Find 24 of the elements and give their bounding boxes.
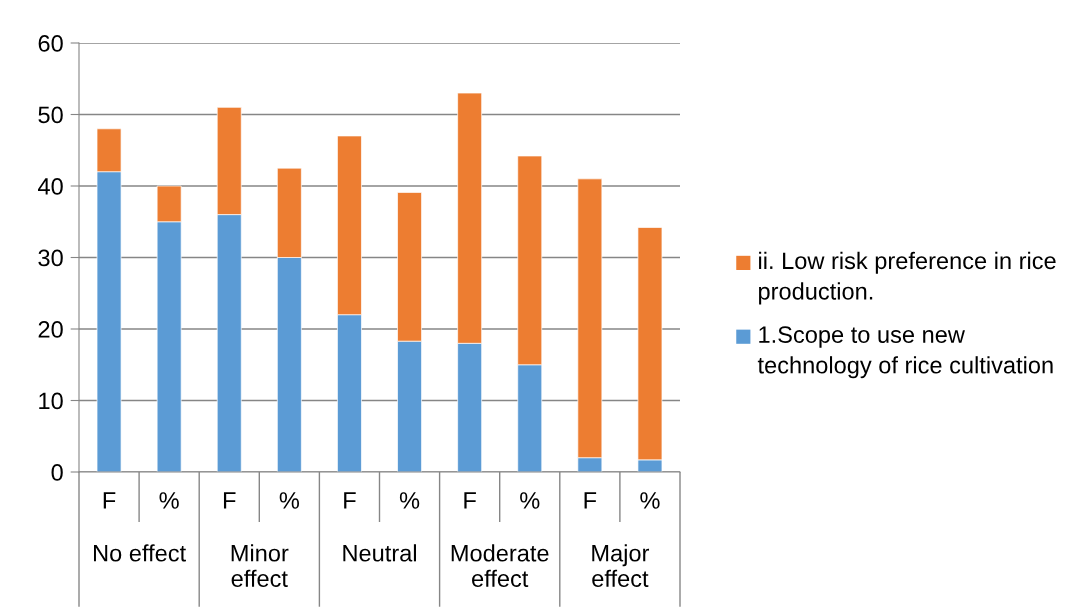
x-tick-label: F [103,492,116,509]
text: Minor effect [231,544,289,587]
y-tick-label: 20 [38,321,63,338]
x-tick-label: % [640,492,660,509]
x-tick-label: F [584,492,597,509]
legend-label: ii. Low risk preference in rice production. [759,251,1056,305]
y-tick-label: 10 [39,392,63,410]
y-tick-label: 40 [38,178,63,195]
x-tick-label: % [279,492,300,509]
text: Moderate effect [451,544,549,587]
x-tick-label: F [464,492,476,509]
y-tick-label: 50 [38,106,63,124]
y-tick-label: 60 [38,35,63,52]
y-tick-label: 30 [38,249,63,267]
text: Major effect [592,544,650,587]
x-tick-label: % [159,492,179,509]
x-tick-label: F [344,492,356,509]
x-tick-label: F [223,492,236,509]
x-tick-label: % [520,492,540,509]
text: No effect [94,544,186,562]
y-tick-label: 0 [51,464,63,481]
legend-label: 1.Scope to use new technology of rice cultivation [757,326,1053,379]
x-tick-label: % [399,492,420,509]
text: Neutral [343,544,416,562]
